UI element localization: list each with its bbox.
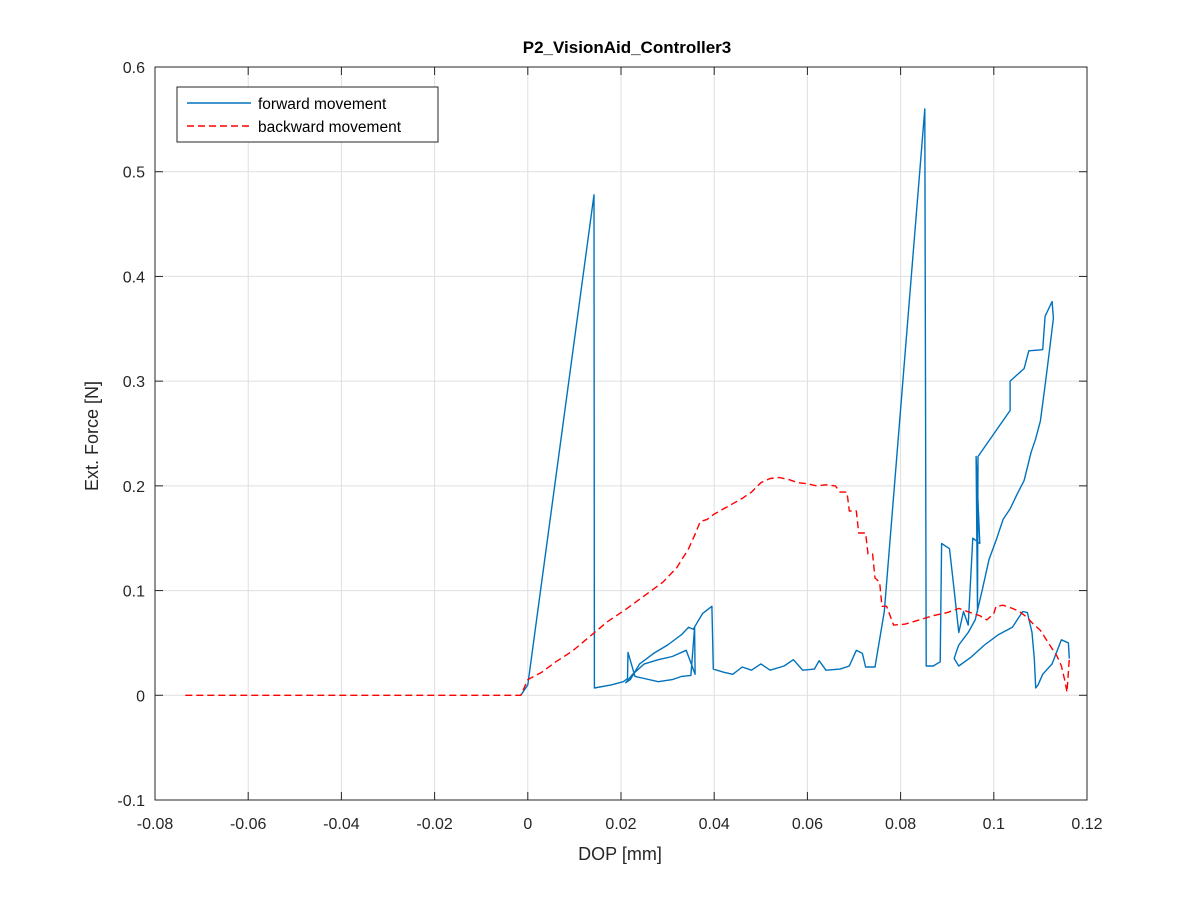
x-tick-label: -0.02	[416, 816, 453, 833]
y-axis-label: Ext. Force [N]	[82, 381, 102, 491]
y-tick-label: 0	[136, 688, 145, 705]
x-tick-label: -0.06	[230, 816, 267, 833]
legend-label-backward: backward movement	[258, 119, 402, 136]
x-tick-label: 0.06	[792, 816, 823, 833]
x-tick-label: 0.02	[605, 816, 636, 833]
y-tick-label: 0.5	[123, 165, 145, 182]
axes	[154, 66, 1088, 801]
x-tick-label: 0.08	[885, 816, 916, 833]
x-tick-label: -0.08	[137, 816, 174, 833]
series-line-backward	[185, 476, 1070, 696]
x-tick-label: 0.1	[983, 816, 1005, 833]
x-axis-label: DOP [mm]	[578, 844, 662, 864]
y-tick-label: 0.3	[123, 374, 145, 391]
chart-title: P2_VisionAid_Controller3	[523, 38, 731, 57]
grid	[154, 66, 1088, 801]
x-tick-label: 0	[523, 816, 532, 833]
x-tick-label: -0.04	[323, 816, 360, 833]
y-tick-label: 0.6	[123, 60, 145, 77]
axes-box	[154, 66, 1088, 801]
y-tick-label: 0.2	[123, 479, 145, 496]
series-line-forward	[520, 108, 1070, 696]
y-tick-labels: -0.1 0 0.1 0.2 0.3 0.4 0.5 0.6	[117, 60, 145, 810]
y-tick-label: -0.1	[117, 793, 145, 810]
legend-label-forward: forward movement	[258, 96, 387, 113]
x-tick-labels: -0.08 -0.06 -0.04 -0.02 0 0.02 0.04 0.06 0.08 0.1…	[137, 816, 1103, 833]
series-layer	[185, 108, 1070, 696]
x-tick-label: 0.04	[699, 816, 730, 833]
legend: forward movement backward movement	[176, 86, 439, 143]
legend-box	[176, 86, 439, 143]
y-tick-label: 0.1	[123, 584, 145, 601]
y-tick-label: 0.4	[123, 269, 145, 286]
x-tick-label: 0.12	[1071, 816, 1102, 833]
